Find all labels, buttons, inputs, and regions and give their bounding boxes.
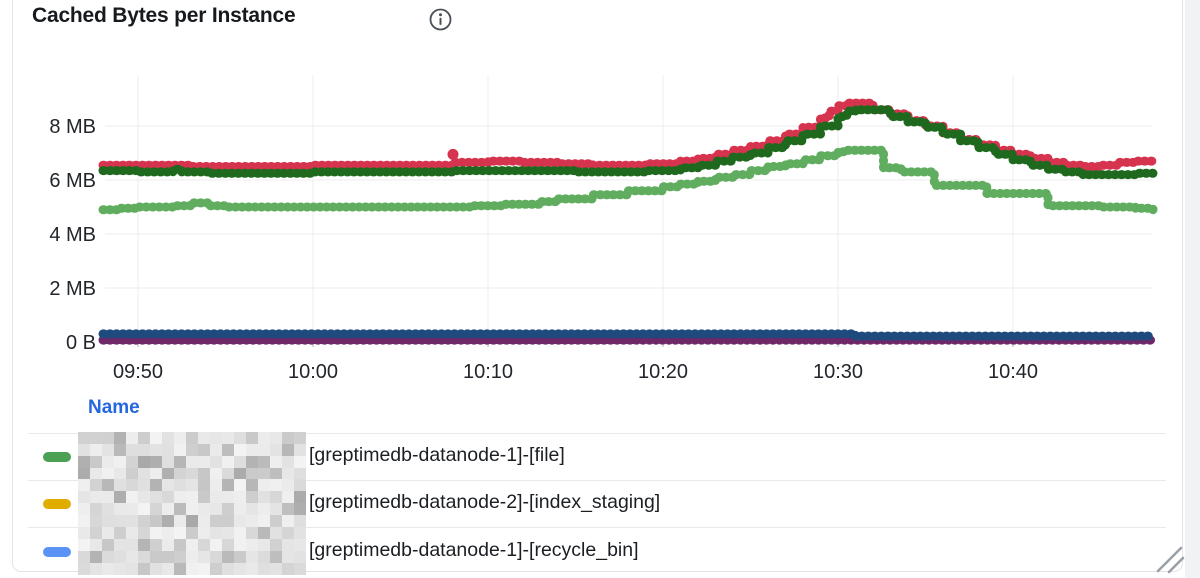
- svg-text:10:20: 10:20: [638, 361, 688, 383]
- panel-gutter: [1185, 0, 1200, 578]
- svg-text:4 MB: 4 MB: [49, 224, 96, 246]
- svg-text:0 B: 0 B: [66, 332, 96, 354]
- svg-text:8 MB: 8 MB: [49, 116, 96, 138]
- legend-separator: [28, 480, 1166, 481]
- series-color-marker[interactable]: [43, 499, 71, 509]
- panel-resize-handle[interactable]: [1150, 540, 1190, 576]
- svg-text:2 MB: 2 MB: [49, 278, 96, 300]
- legend-row-index-staging[interactable]: [greptimedb-datanode-2]-[index_staging]: [0, 479, 1180, 527]
- redacted-text-blur-partial-row: [115, 566, 570, 578]
- svg-text:09:50: 09:50: [113, 361, 163, 383]
- legend-separator: [28, 527, 1166, 528]
- svg-text:10:10: 10:10: [463, 361, 513, 383]
- series-color-marker[interactable]: [43, 547, 71, 557]
- legend-label[interactable]: [greptimedb-datanode-1]-[file]: [309, 444, 565, 466]
- timeseries-chart[interactable]: 0 B 2 MB 4 MB 6 MB 8 MB 09:50 10:00 10:10 10:20 1…: [0, 0, 1200, 392]
- series-color-marker[interactable]: [43, 452, 71, 462]
- legend-row-file[interactable]: [greptimedb-datanode-1]-[file]: [0, 432, 1180, 480]
- svg-text:10:40: 10:40: [988, 361, 1038, 383]
- legend-separator: [28, 433, 1166, 434]
- svg-text:6 MB: 6 MB: [49, 170, 96, 192]
- svg-text:10:30: 10:30: [813, 361, 863, 383]
- redacted-text-blur: [78, 527, 306, 575]
- redacted-text-blur: [78, 479, 306, 527]
- legend-label[interactable]: [greptimedb-datanode-1]-[recycle_bin]: [309, 539, 639, 561]
- legend-column-header[interactable]: Name: [88, 397, 140, 418]
- legend-row-recycle-bin[interactable]: [greptimedb-datanode-1]-[recycle_bin]: [0, 527, 1180, 575]
- info-circle-icon[interactable]: [429, 8, 452, 31]
- redacted-text-blur: [78, 432, 306, 480]
- panel-title[interactable]: Cached Bytes per Instance: [32, 4, 296, 27]
- legend-label[interactable]: [greptimedb-datanode-2]-[index_staging]: [309, 491, 661, 513]
- svg-text:10:00: 10:00: [288, 361, 338, 383]
